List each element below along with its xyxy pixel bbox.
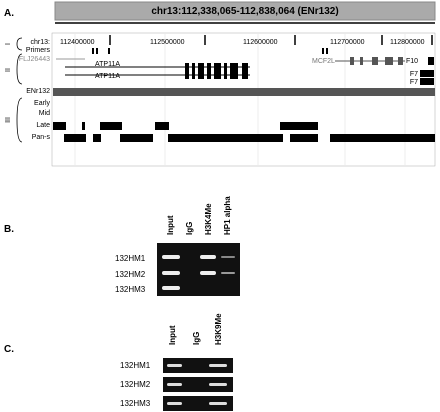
- group-label: III: [5, 117, 12, 123]
- row-label: 132HM3: [120, 399, 151, 408]
- pan-s-blocks: [64, 134, 435, 142]
- browser-frame: [51, 32, 436, 167]
- panel-label: A.: [4, 8, 14, 19]
- group-label: I: [5, 43, 12, 45]
- gene-label: ATP11A: [95, 61, 120, 68]
- gene-label: ATP11A: [95, 73, 120, 80]
- region-bar: [53, 88, 435, 96]
- lane-label: IgG: [185, 222, 194, 235]
- lane-label: H3K9Me: [214, 313, 223, 345]
- position-label: 112700000: [330, 39, 365, 46]
- lane-label: IgG: [192, 332, 201, 345]
- gene-label: F10: [406, 58, 418, 65]
- position-label: 112600000: [243, 39, 278, 46]
- position-label: 112400000: [60, 39, 95, 46]
- track-label: Early: [34, 100, 50, 107]
- track-label: Mid: [39, 110, 50, 117]
- panel-label: B.: [4, 224, 14, 235]
- region-title: chr13:112,338,065-112,838,064 (ENr132): [151, 6, 338, 17]
- row-label: 132HM2: [120, 380, 151, 389]
- row-label: 132HM2: [115, 270, 146, 279]
- group-label: II: [5, 68, 12, 72]
- lane-label: Input: [168, 325, 177, 345]
- group-brackets: [16, 37, 23, 143]
- lane-label: H3K4Me: [204, 203, 213, 235]
- row-label: 132HM1: [120, 361, 151, 370]
- panel-label: C.: [4, 344, 14, 355]
- title-bar: [54, 1, 436, 21]
- primers: [92, 48, 328, 54]
- gene-label: MCF2L: [312, 58, 335, 65]
- track-label: chr13:: [31, 39, 51, 46]
- browser-grid: [74, 34, 406, 165]
- gene-label: F7: [410, 79, 418, 86]
- track-label: Primers: [26, 47, 51, 54]
- lane-label: Input: [166, 215, 175, 235]
- gel-bands: [167, 364, 227, 405]
- track-label: Pan-s: [32, 134, 51, 141]
- track-label: FLJ26443: [19, 56, 50, 63]
- position-ticks: [109, 35, 433, 45]
- track-label: ENr132: [26, 88, 50, 95]
- gene-label: F7: [410, 71, 418, 78]
- gene-models: [56, 57, 434, 85]
- position-label: 112500000: [150, 39, 185, 46]
- gel-strips: [163, 358, 233, 411]
- position-label: 112800000: [390, 39, 425, 46]
- row-label: 132HM1: [115, 254, 146, 263]
- gel-bands: [162, 255, 235, 290]
- late-blocks: [53, 122, 318, 130]
- row-label: 132HM3: [115, 285, 146, 294]
- lane-label: HP1 alpha: [223, 196, 232, 235]
- track-label: Late: [36, 122, 50, 129]
